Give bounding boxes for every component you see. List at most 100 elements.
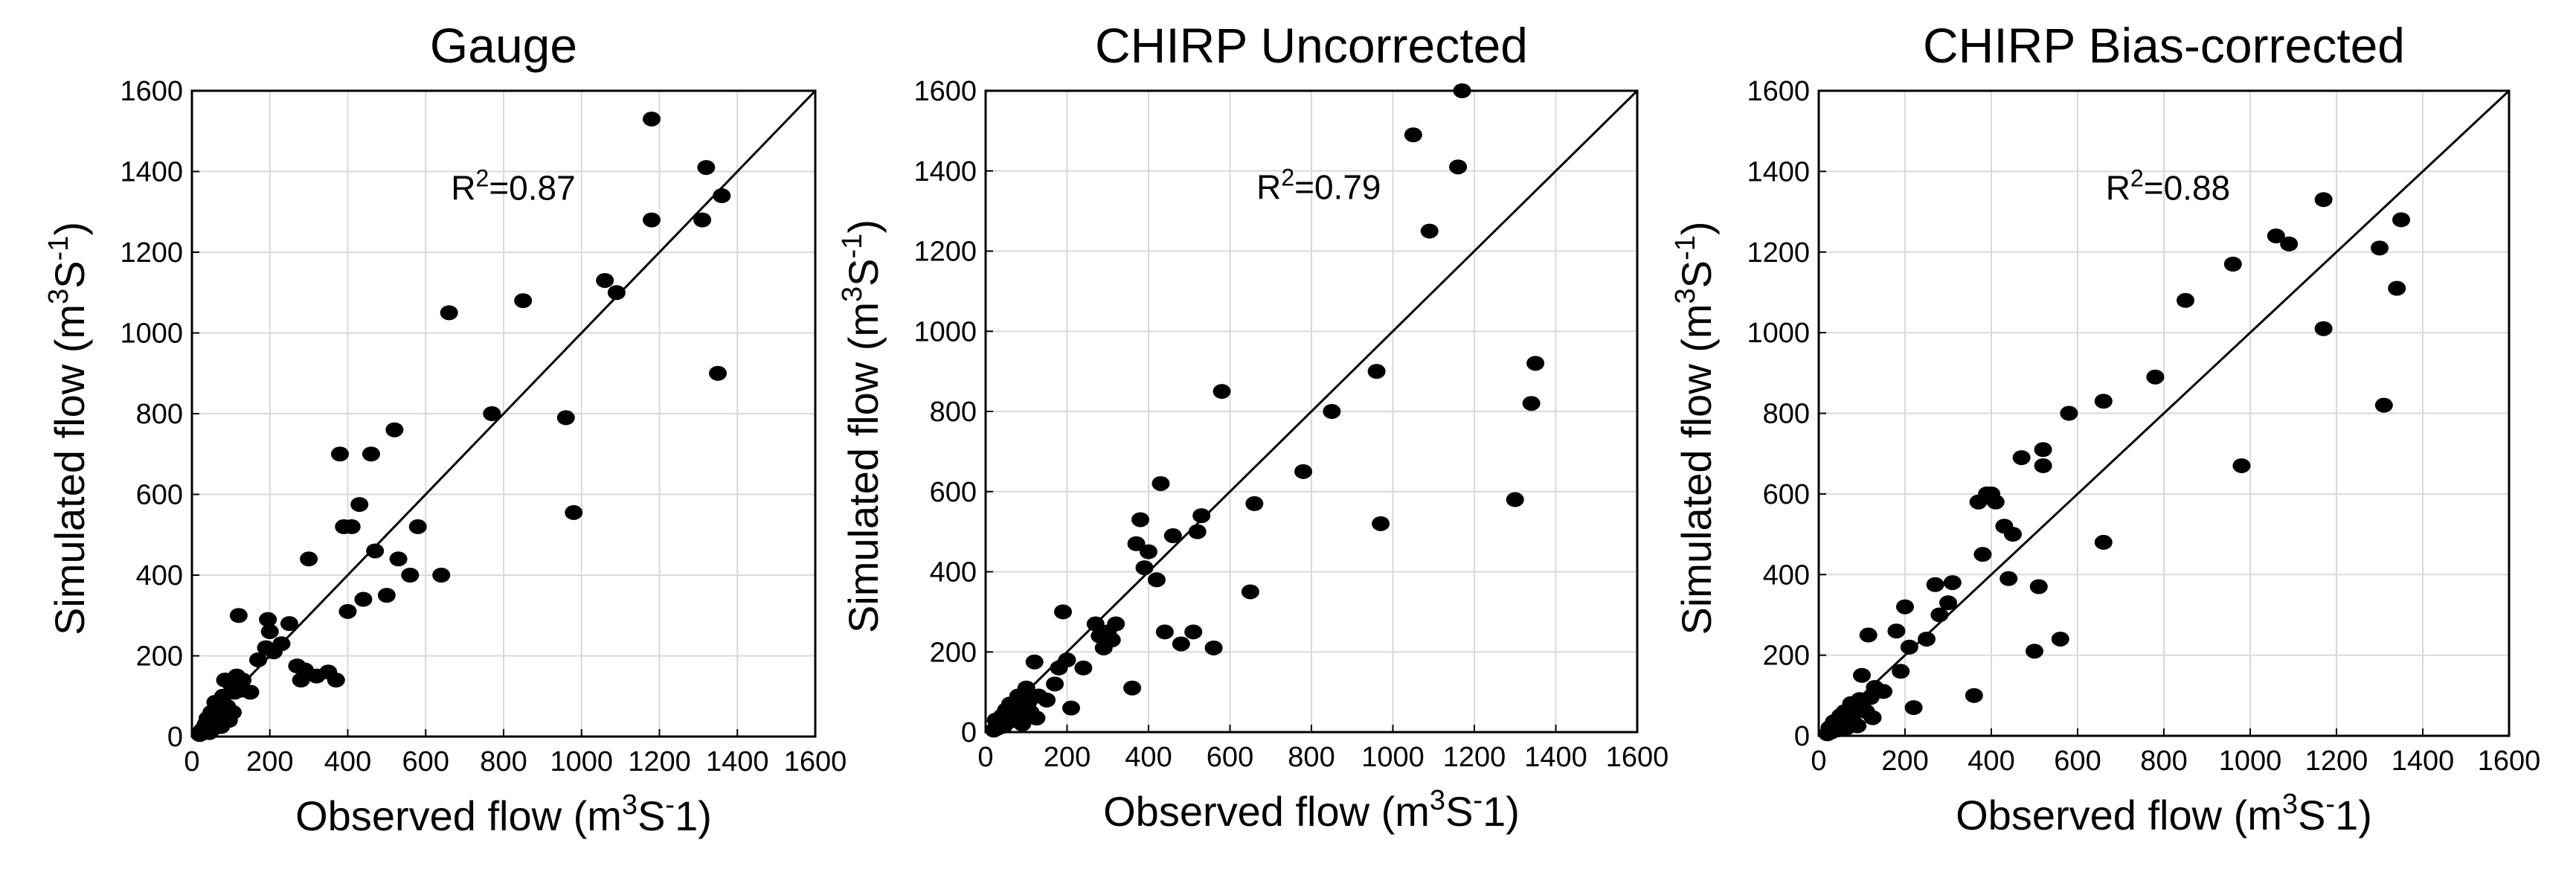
- y-tick-label: 400: [930, 557, 977, 589]
- y-tick-label: 600: [136, 480, 183, 511]
- x-tick-label: 1600: [1606, 742, 1669, 773]
- y-tick-label: 1600: [1747, 76, 1810, 107]
- r2-superscript: 2: [476, 164, 489, 191]
- y-tick-label: 1000: [913, 316, 977, 347]
- x-tick-label: 1400: [706, 746, 769, 777]
- data-point: [1853, 667, 1871, 683]
- data-point: [2094, 394, 2113, 409]
- data-point: [234, 673, 252, 688]
- y-tick-label: 400: [136, 560, 183, 591]
- x-label-main: Observed flow (m: [295, 792, 622, 839]
- x-label-sup: 3: [1430, 785, 1445, 816]
- data-point: [2012, 450, 2031, 466]
- data-point: [1904, 700, 1923, 716]
- data-point: [229, 608, 248, 623]
- data-point: [1131, 512, 1150, 528]
- data-point: [272, 636, 291, 652]
- data-point: [385, 422, 404, 437]
- data-point: [1506, 492, 1524, 507]
- data-point: [354, 591, 373, 607]
- y-tick-label: 1400: [1747, 156, 1810, 187]
- data-point: [1875, 684, 1892, 699]
- x-tick-label: 1600: [2478, 745, 2541, 777]
- x-tick-label: 1200: [628, 746, 691, 777]
- data-point: [1061, 700, 1080, 716]
- data-point: [1074, 660, 1093, 676]
- x-label-end: 1): [675, 792, 712, 839]
- y-tick-label: 600: [930, 477, 977, 508]
- x-tick-label: 400: [1968, 745, 2014, 777]
- y-label-sup: 3: [43, 289, 74, 304]
- y-label-main: Simulated flow (m: [46, 304, 93, 635]
- y-label-sup2: -1: [43, 236, 74, 261]
- y-label-mid: S: [1673, 260, 1720, 288]
- x-tick-label: 0: [1811, 745, 1826, 777]
- data-point: [338, 603, 357, 619]
- data-point: [1123, 680, 1142, 696]
- x-label-main: Observed flow (m: [1103, 788, 1430, 835]
- x-axis-label: Observed flow (m3S-1): [295, 789, 712, 839]
- r2-superscript: 2: [1281, 164, 1294, 190]
- chart-title: CHIRP Uncorrected: [1095, 18, 1528, 73]
- data-point: [1017, 680, 1035, 696]
- data-point: [389, 551, 408, 567]
- data-point: [2051, 631, 2069, 647]
- x-label-sup2: -: [2325, 789, 2335, 820]
- x-label-sup: 3: [622, 789, 637, 821]
- y-label-end: ): [46, 222, 93, 236]
- data-point: [300, 551, 318, 567]
- r-squared-annotation: R2=0.88: [2106, 164, 2230, 207]
- y-label-main: Simulated flow (m: [840, 302, 887, 633]
- data-point: [697, 160, 716, 176]
- data-point: [1859, 627, 1878, 643]
- r2-value: =0.88: [2144, 168, 2230, 207]
- data-point: [643, 111, 661, 126]
- data-point: [259, 612, 277, 627]
- data-point: [607, 285, 626, 301]
- y-axis-label: Simulated flow (m3S-1): [43, 222, 93, 635]
- x-tick-label: 600: [402, 746, 449, 777]
- data-point: [1245, 496, 1264, 511]
- data-point: [2232, 458, 2251, 473]
- data-point: [1420, 223, 1439, 239]
- data-point: [1900, 639, 1918, 655]
- data-point: [1367, 364, 1386, 379]
- data-point: [249, 652, 268, 667]
- chart-panel-1: 0 200 400 600 800 1000 1200 1400 1600 0 200 400 600 8…: [43, 18, 847, 839]
- chart-title: CHIRP Bias-corrected: [1923, 18, 2405, 73]
- data-point: [1939, 595, 1957, 611]
- data-point: [1152, 475, 1170, 491]
- y-tick-label: 1200: [913, 237, 977, 268]
- data-point: [1102, 632, 1121, 648]
- y-label-end: ): [1673, 222, 1720, 236]
- y-tick-label: 0: [1794, 721, 1810, 752]
- x-label-sup: 3: [2282, 789, 2298, 820]
- data-point: [1212, 384, 1231, 400]
- data-point: [1896, 599, 1914, 615]
- data-point: [2314, 192, 2333, 208]
- data-point: [1863, 710, 1882, 725]
- data-point: [1163, 528, 1182, 544]
- x-tick-label: 1400: [1524, 742, 1587, 773]
- y-tick-label: 1400: [120, 157, 183, 188]
- one-to-one-line: [190, 89, 817, 738]
- data-point: [1892, 664, 1910, 679]
- y-tick-label: 800: [930, 397, 977, 428]
- x-label-end: 1): [2335, 792, 2372, 838]
- r-squared-annotation: R2=0.87: [451, 164, 575, 207]
- data-point: [556, 410, 575, 426]
- data-point: [1025, 654, 1044, 670]
- x-tick-label: 800: [1288, 742, 1334, 773]
- x-tick-label: 400: [324, 746, 371, 777]
- data-point: [693, 212, 712, 228]
- data-point: [1058, 652, 1076, 668]
- data-point: [1849, 718, 1867, 734]
- data-point: [1404, 127, 1422, 143]
- data-point: [1184, 624, 1203, 640]
- x-tick-label: 1000: [2219, 745, 2282, 777]
- y-tick-label: 800: [1763, 399, 1810, 430]
- x-tick-label: 0: [977, 742, 993, 773]
- y-tick-label: 1000: [120, 318, 183, 350]
- y-tick-label: 600: [1763, 479, 1810, 510]
- data-point: [643, 212, 661, 228]
